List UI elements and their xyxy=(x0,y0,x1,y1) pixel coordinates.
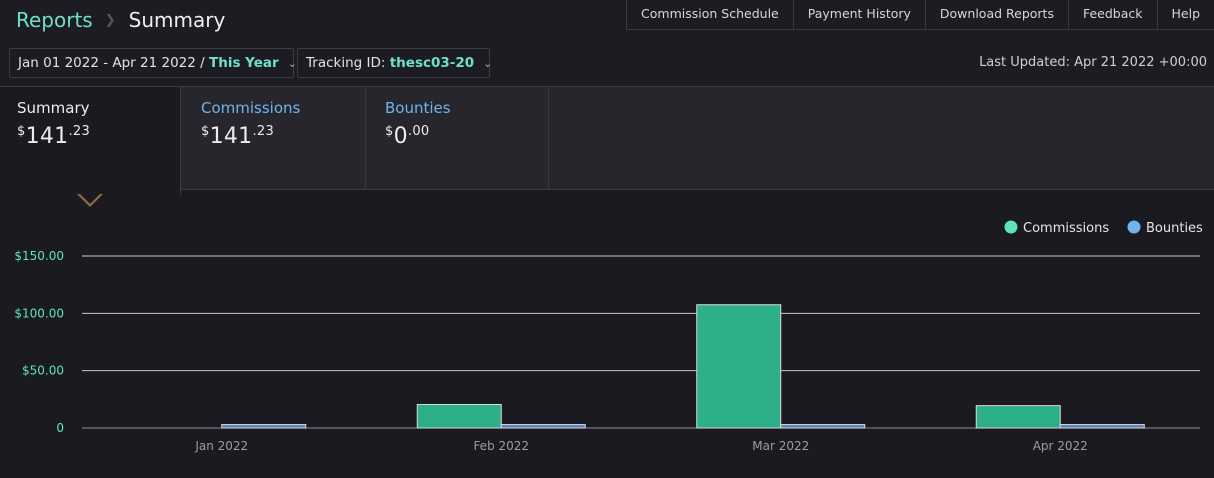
download-reports-link[interactable]: Download Reports xyxy=(924,0,1068,29)
tile-commissions-label: Commissions xyxy=(201,99,301,117)
tracking-id-label: Tracking ID: xyxy=(306,55,386,71)
bar-bounties-jan-2022[interactable] xyxy=(221,424,307,429)
bar-commissions-feb-2022[interactable] xyxy=(416,403,502,429)
bar-bounties-apr-2022[interactable] xyxy=(1059,424,1145,429)
help-link[interactable]: Help xyxy=(1156,0,1214,29)
top-nav: Commission Schedule Payment History Down… xyxy=(626,0,1214,30)
tile-summary-label: Summary xyxy=(17,99,90,117)
legend-swatch xyxy=(1004,220,1018,234)
active-tile-pointer xyxy=(77,193,103,207)
x-tick-label: Apr 2022 xyxy=(1033,439,1088,453)
breadcrumb-reports-link[interactable]: Reports xyxy=(16,8,93,32)
legend-item-bounties[interactable]: Bounties xyxy=(1127,220,1204,237)
x-tick-label: Mar 2022 xyxy=(752,439,809,453)
page-title: Summary xyxy=(128,8,226,32)
y-tick-label: $150.00 xyxy=(14,249,64,263)
date-range-value: Jan 01 2022 - Apr 21 2022 / xyxy=(18,55,205,71)
date-range-dropdown[interactable]: Jan 01 2022 - Apr 21 2022 / This Year ⌄ xyxy=(9,48,297,78)
legend-label: Bounties xyxy=(1146,221,1203,236)
y-tick-label: 0 xyxy=(56,421,64,435)
legend-swatch xyxy=(1127,220,1141,234)
tile-commissions-value: $141.23 xyxy=(201,124,275,149)
bar-commissions-apr-2022[interactable] xyxy=(975,405,1061,429)
y-tick-label: $100.00 xyxy=(14,306,64,320)
tile-summary-value: $141.23 xyxy=(17,124,91,149)
x-tick-label: Jan 2022 xyxy=(194,439,248,453)
legend-item-commissions[interactable]: Commissions xyxy=(1004,220,1110,237)
tracking-id-value: thesc03-20 xyxy=(389,55,475,71)
bar-bounties-mar-2022[interactable] xyxy=(780,424,866,429)
tile-commissions[interactable]: Commissions $141.23 xyxy=(184,87,366,189)
x-tick-label: Feb 2022 xyxy=(473,439,529,453)
bar-bounties-feb-2022[interactable] xyxy=(500,424,586,429)
tile-bounties-label: Bounties xyxy=(385,99,451,117)
chevron-right-icon: ❯ xyxy=(104,12,116,28)
legend-label: Commissions xyxy=(1023,221,1109,236)
header: Reports ❯ Summary Commission Schedule Pa… xyxy=(0,0,1214,86)
chevron-down-icon: ⌄ xyxy=(287,56,297,70)
tile-bounties-value: $0.00 xyxy=(385,124,430,149)
bar-commissions-mar-2022[interactable] xyxy=(696,304,782,429)
commission-schedule-link[interactable]: Commission Schedule xyxy=(626,0,793,29)
breadcrumb: Reports ❯ Summary xyxy=(16,8,225,32)
payment-history-link[interactable]: Payment History xyxy=(792,0,925,29)
tile-bounties[interactable]: Bounties $0.00 xyxy=(368,87,549,189)
date-preset-value: This Year xyxy=(209,55,279,71)
y-tick-label: $50.00 xyxy=(22,364,64,378)
chevron-down-icon: ⌄ xyxy=(483,56,493,70)
tile-summary[interactable]: Summary $141.23 xyxy=(0,87,181,195)
summary-tiles: Summary $141.23 Commissions $141.23 Boun… xyxy=(0,86,1214,195)
feedback-link[interactable]: Feedback xyxy=(1067,0,1157,29)
last-updated: Last Updated: Apr 21 2022 +00:00 xyxy=(979,55,1207,70)
tracking-id-dropdown[interactable]: Tracking ID: thesc03-20 ⌄ xyxy=(297,48,493,78)
filter-bar: Jan 01 2022 - Apr 21 2022 / This Year ⌄ … xyxy=(9,48,493,78)
